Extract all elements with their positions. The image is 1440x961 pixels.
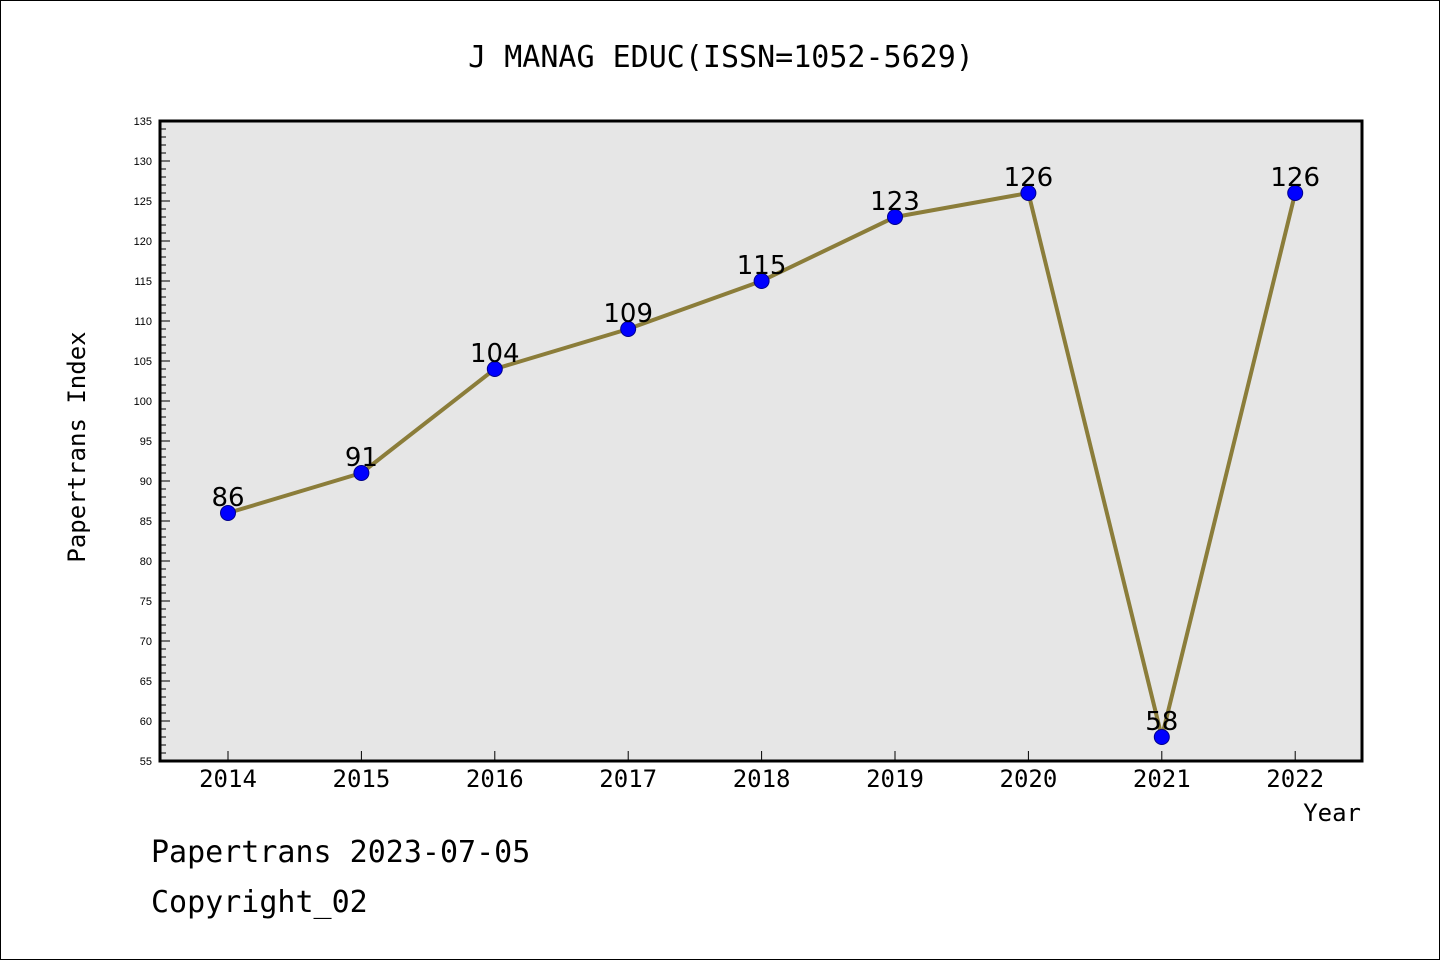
y-tick-label: 130 [134, 156, 152, 168]
y-tick-label: 110 [134, 316, 152, 328]
data-label: 123 [870, 187, 920, 217]
data-point [1287, 185, 1304, 201]
x-axis: 2014 2015 2016 2017 2018 2019 2020 2021 2022 [199, 751, 1324, 793]
x-tick-label: 2021 [1133, 765, 1191, 793]
y-tick-label: 90 [140, 476, 152, 488]
x-tick-label: 2020 [1000, 765, 1058, 793]
x-tick-label: 2015 [333, 765, 391, 793]
footer-copyright: Copyright_02 [151, 885, 368, 920]
data-point [1020, 185, 1037, 201]
y-axis: 55 60 65 70 75 80 85 90 95 100 105 110 115 120 125 130 1… [134, 116, 170, 768]
data-label: 104 [470, 339, 520, 369]
y-tick-label: 85 [140, 516, 152, 528]
y-axis-label: Papertrans Index [63, 331, 91, 562]
y-tick-label: 115 [134, 276, 152, 288]
data-point [887, 209, 903, 225]
y-tick-label: 135 [134, 116, 152, 128]
y-tick-label: 65 [140, 676, 152, 688]
y-tick-label: 125 [134, 196, 152, 208]
y-tick-label: 55 [140, 756, 152, 768]
x-tick-label: 2016 [466, 765, 524, 793]
data-label: 109 [603, 299, 653, 329]
data-label: 126 [1004, 163, 1054, 193]
data-point [220, 505, 236, 521]
x-tick-label: 2018 [733, 765, 791, 793]
plot-area [158, 119, 1364, 763]
x-tick-label: 2019 [866, 765, 924, 793]
footer-date: Papertrans 2023-07-05 [151, 835, 531, 870]
data-label: 126 [1270, 163, 1320, 193]
data-label: 115 [737, 251, 787, 281]
y-tick-label: 70 [140, 636, 152, 648]
x-tick-label: 2014 [199, 765, 257, 793]
x-axis-label: Year [1303, 799, 1361, 827]
data-point [1153, 729, 1170, 745]
data-label: 58 [1145, 707, 1178, 737]
data-point [353, 465, 370, 481]
y-tick-label: 80 [140, 556, 152, 568]
y-tick-label: 95 [140, 436, 152, 448]
y-tick-label: 105 [134, 356, 152, 368]
y-tick-label: 100 [134, 396, 152, 408]
data-point [620, 321, 637, 337]
y-tick-label: 60 [140, 716, 152, 728]
data-point [486, 361, 503, 377]
series-layer: 86 91 104 109 115 123 126 58 126 [211, 163, 1320, 745]
x-tick-label: 2017 [599, 765, 657, 793]
chart-title: J MANAG EDUC(ISSN=1052-5629) [468, 40, 974, 75]
data-point [753, 273, 770, 289]
y-tick-label: 75 [140, 596, 152, 608]
data-label: 86 [211, 483, 244, 513]
y-tick-label: 120 [134, 236, 152, 248]
x-tick-label: 2022 [1266, 765, 1324, 793]
data-label: 91 [345, 443, 378, 473]
